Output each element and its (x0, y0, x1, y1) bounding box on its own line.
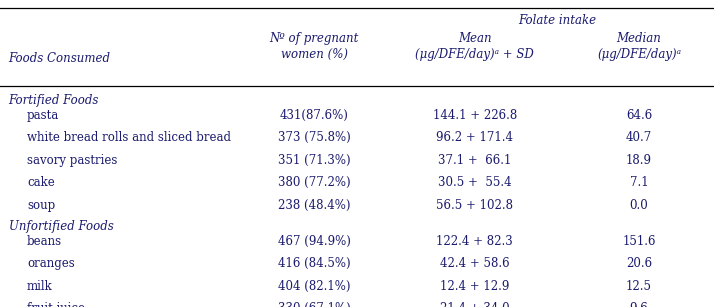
Text: soup: soup (27, 199, 56, 212)
Text: 122.4 + 82.3: 122.4 + 82.3 (436, 235, 513, 248)
Text: 20.6: 20.6 (626, 257, 652, 270)
Text: 30.5 +  55.4: 30.5 + 55.4 (438, 176, 512, 189)
Text: Mean
(μg/DFE/day)ᵃ + SD: Mean (μg/DFE/day)ᵃ + SD (416, 32, 534, 61)
Text: Nº of pregnant
women (%): Nº of pregnant women (%) (269, 32, 359, 61)
Text: 9.6: 9.6 (630, 302, 648, 307)
Text: 416 (84.5%): 416 (84.5%) (278, 257, 351, 270)
Text: 351 (71.3%): 351 (71.3%) (278, 154, 351, 167)
Text: 0.0: 0.0 (630, 199, 648, 212)
Text: 380 (77.2%): 380 (77.2%) (278, 176, 351, 189)
Text: fruit juice: fruit juice (27, 302, 85, 307)
Text: Foods Consumed: Foods Consumed (9, 52, 111, 65)
Text: 18.9: 18.9 (626, 154, 652, 167)
Text: 37.1 +  66.1: 37.1 + 66.1 (438, 154, 511, 167)
Text: 64.6: 64.6 (626, 109, 652, 122)
Text: oranges: oranges (27, 257, 75, 270)
Text: 151.6: 151.6 (623, 235, 655, 248)
Text: Unfortified Foods: Unfortified Foods (9, 220, 114, 232)
Text: 431(87.6%): 431(87.6%) (280, 109, 348, 122)
Text: 467 (94.9%): 467 (94.9%) (278, 235, 351, 248)
Text: 373 (75.8%): 373 (75.8%) (278, 131, 351, 144)
Text: 404 (82.1%): 404 (82.1%) (278, 280, 351, 293)
Text: 144.1 + 226.8: 144.1 + 226.8 (433, 109, 517, 122)
Text: 21.4 + 34.0: 21.4 + 34.0 (440, 302, 510, 307)
Text: 96.2 + 171.4: 96.2 + 171.4 (436, 131, 513, 144)
Text: savory pastries: savory pastries (27, 154, 118, 167)
Text: beans: beans (27, 235, 62, 248)
Text: milk: milk (27, 280, 53, 293)
Text: 40.7: 40.7 (626, 131, 652, 144)
Text: 7.1: 7.1 (630, 176, 648, 189)
Text: 238 (48.4%): 238 (48.4%) (278, 199, 351, 212)
Text: Median
(μg/DFE/day)ᵃ: Median (μg/DFE/day)ᵃ (597, 32, 681, 61)
Text: white bread rolls and sliced bread: white bread rolls and sliced bread (27, 131, 231, 144)
Text: Folate intake: Folate intake (518, 14, 596, 27)
Text: Fortified Foods: Fortified Foods (9, 94, 99, 107)
Text: 330 (67.1%): 330 (67.1%) (278, 302, 351, 307)
Text: cake: cake (27, 176, 55, 189)
Text: 12.5: 12.5 (626, 280, 652, 293)
Text: 42.4 + 58.6: 42.4 + 58.6 (440, 257, 510, 270)
Text: pasta: pasta (27, 109, 59, 122)
Text: 56.5 + 102.8: 56.5 + 102.8 (436, 199, 513, 212)
Text: 12.4 + 12.9: 12.4 + 12.9 (440, 280, 510, 293)
